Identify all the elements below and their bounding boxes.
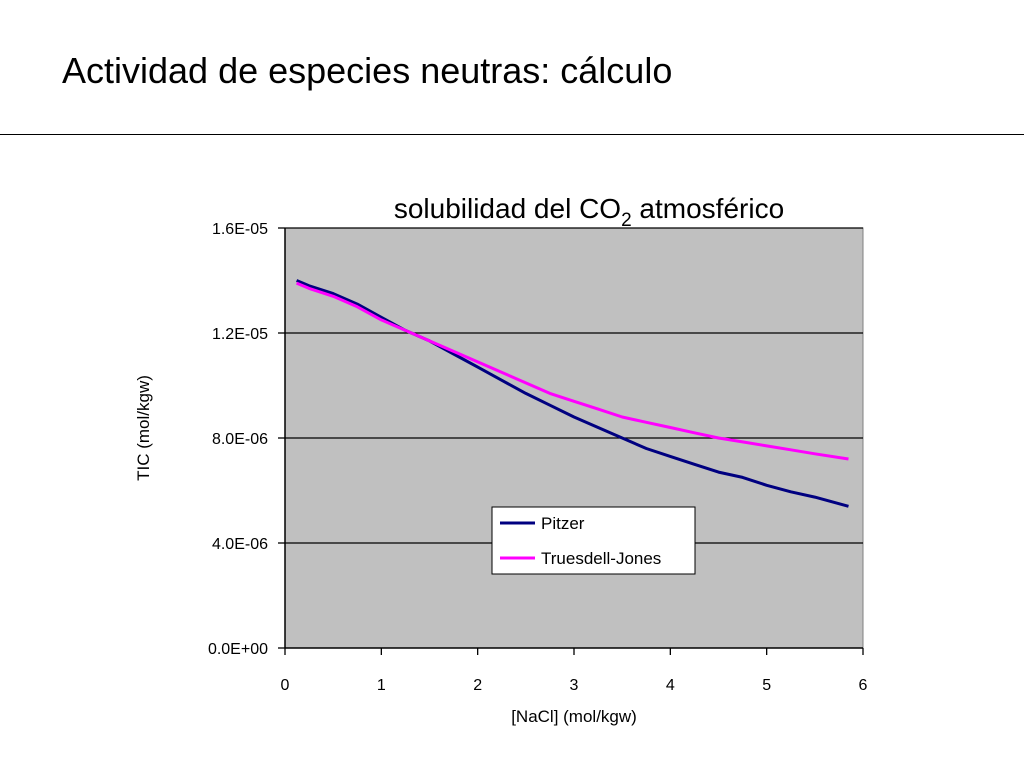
- y-tick-label: 1.2E-05: [212, 326, 268, 343]
- x-tick-label: 3: [570, 677, 579, 694]
- legend: Pitzer Truesdell-Jones: [491, 506, 696, 575]
- x-tick-label: 1: [377, 677, 386, 694]
- legend-label-pitzer: Pitzer: [541, 514, 585, 533]
- x-tick-label: 6: [859, 677, 868, 694]
- x-tick-label: 5: [762, 677, 771, 694]
- legend-box: [491, 506, 696, 575]
- x-tick-label: 2: [473, 677, 482, 694]
- y-tick-label: 1.6E-05: [212, 221, 268, 238]
- chart-title: solubilidad del CO2 atmosférico: [394, 193, 784, 231]
- x-tick-label: 4: [666, 677, 675, 694]
- x-axis-label: [NaCl] (mol/kgw): [511, 707, 637, 726]
- y-axis-label: TIC (mol/kgw): [134, 375, 153, 481]
- series-line-pitzer: [296, 279, 849, 508]
- y-tick-label: 0.0E+00: [208, 641, 268, 658]
- y-tick-label: 4.0E-06: [212, 536, 268, 553]
- y-tick-label: 8.0E-06: [212, 431, 268, 448]
- series-line-truesdell-jones: [296, 281, 849, 461]
- x-tick-label: 0: [281, 677, 290, 694]
- title-divider: [0, 134, 1024, 135]
- slide-title: Actividad de especies neutras: cálculo: [62, 50, 673, 91]
- legend-label-truesdell-jones: Truesdell-Jones: [541, 549, 661, 568]
